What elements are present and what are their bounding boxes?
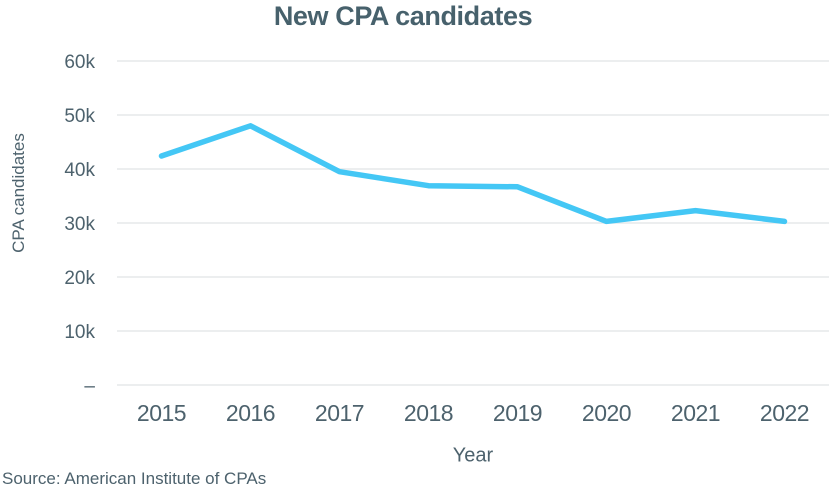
y-tick-label-0: –	[84, 376, 95, 397]
y-tick-label-10000: 10k	[64, 322, 95, 343]
x-axis-title: Year	[452, 444, 494, 467]
x-tick-label-2016: 2016	[226, 400, 275, 426]
x-tick-label-2021: 2021	[671, 400, 720, 426]
x-tick-label-2017: 2017	[315, 400, 364, 426]
y-tick-label-60000: 60k	[64, 52, 95, 73]
y-tick-label-20000: 20k	[64, 268, 95, 289]
y-tick-label-50000: 50k	[64, 106, 95, 127]
x-tick-label-2022: 2022	[760, 400, 809, 426]
source-note: Source: American Institute of CPAs	[2, 469, 267, 488]
y-axis-title: CPA candidates	[9, 133, 28, 253]
x-tick-label-2015: 2015	[137, 400, 186, 426]
y-tick-label-40000: 40k	[64, 160, 95, 181]
series-line	[158, 123, 788, 225]
chart-title: New CPA candidates	[273, 1, 533, 31]
x-tick-label-2018: 2018	[404, 400, 453, 426]
x-tick-label-2020: 2020	[582, 400, 631, 426]
x-tick-label-2019: 2019	[493, 400, 542, 426]
y-tick-label-30000: 30k	[64, 214, 95, 235]
